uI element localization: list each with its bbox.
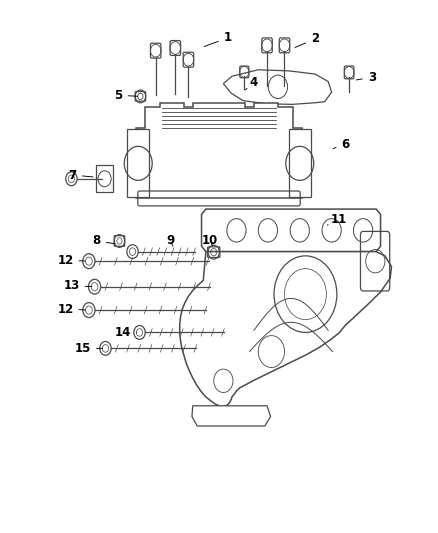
- Text: 10: 10: [202, 235, 219, 247]
- Text: 15: 15: [74, 342, 102, 355]
- Text: 8: 8: [92, 235, 115, 247]
- Text: 6: 6: [333, 138, 350, 151]
- Polygon shape: [192, 406, 271, 426]
- Text: 11: 11: [327, 213, 347, 226]
- Polygon shape: [223, 70, 332, 104]
- Polygon shape: [136, 103, 302, 198]
- Text: 13: 13: [64, 279, 92, 292]
- Text: 5: 5: [114, 89, 138, 102]
- Text: 7: 7: [69, 168, 93, 182]
- Text: 12: 12: [57, 254, 85, 266]
- Polygon shape: [289, 130, 311, 197]
- Polygon shape: [180, 252, 392, 407]
- Text: 14: 14: [115, 326, 137, 339]
- Text: 4: 4: [245, 76, 258, 90]
- Text: 3: 3: [356, 71, 376, 84]
- Text: 2: 2: [295, 33, 319, 47]
- Text: 9: 9: [166, 235, 174, 247]
- Polygon shape: [127, 130, 149, 197]
- Polygon shape: [201, 209, 381, 252]
- Text: 12: 12: [57, 303, 85, 316]
- Polygon shape: [96, 165, 113, 192]
- Text: 1: 1: [204, 31, 232, 46]
